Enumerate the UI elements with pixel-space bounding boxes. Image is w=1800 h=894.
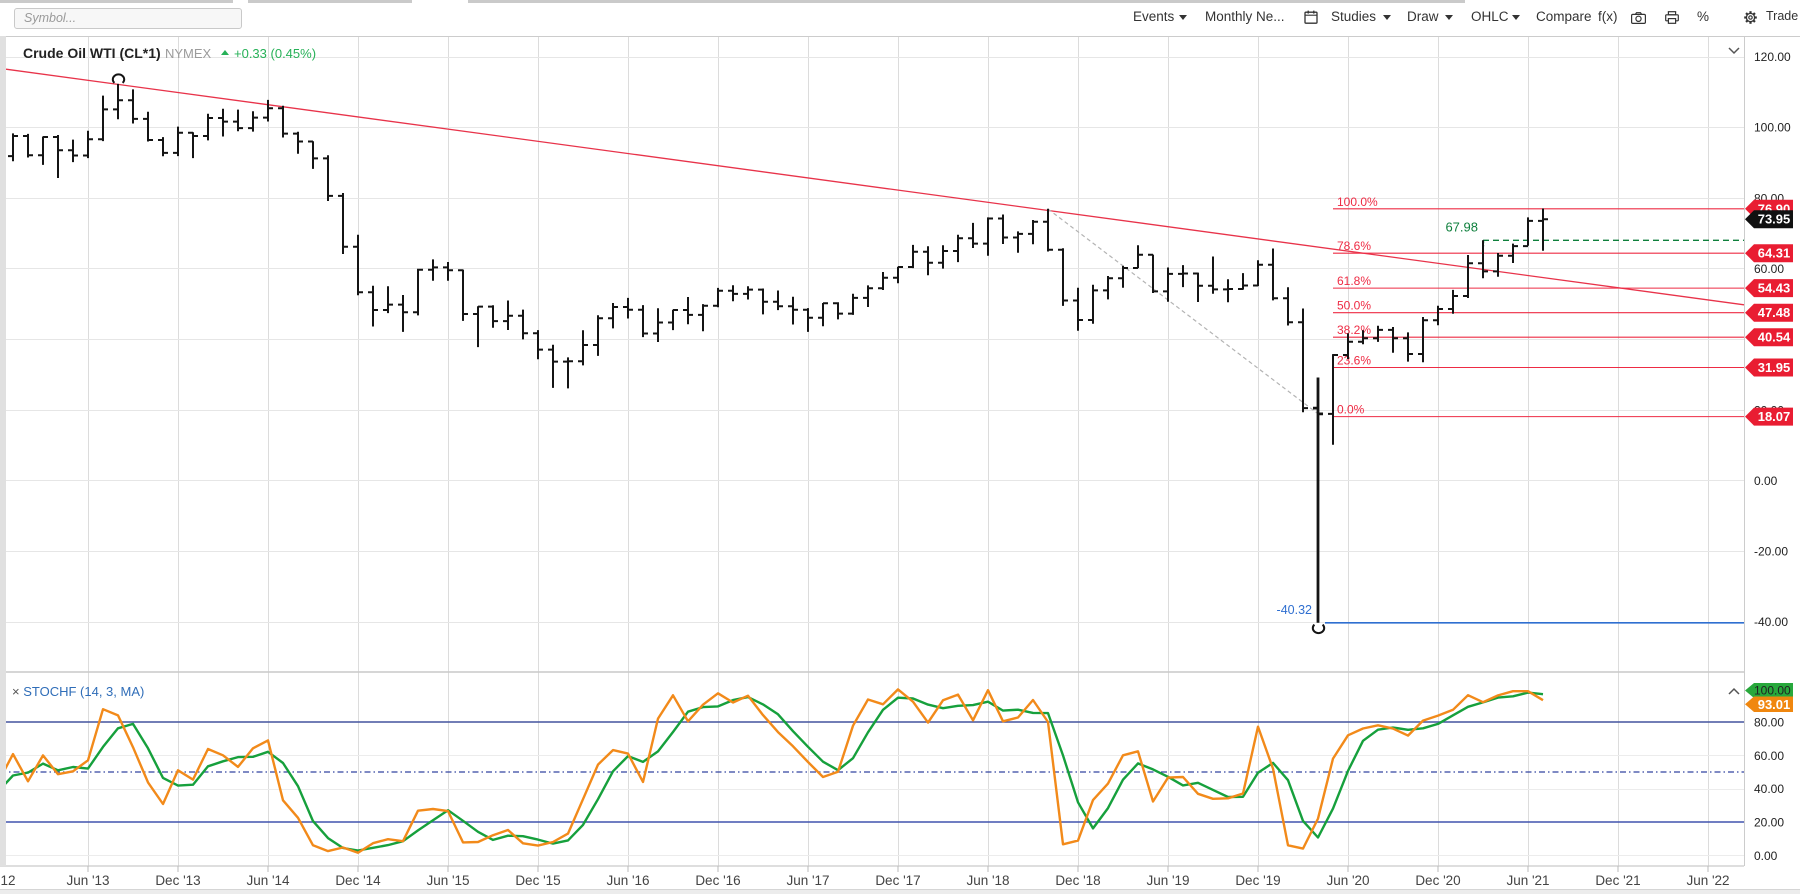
svg-text:61.8%: 61.8% [1337, 274, 1371, 288]
svg-text:-40.32: -40.32 [1277, 603, 1312, 617]
svg-text:-40.00: -40.00 [1754, 615, 1788, 629]
svg-text:100.00: 100.00 [1754, 121, 1791, 135]
svg-text:12: 12 [0, 873, 15, 888]
svg-text:Dec '15: Dec '15 [515, 873, 560, 888]
svg-text:Dec '17: Dec '17 [875, 873, 920, 888]
svg-text:20.00: 20.00 [1754, 816, 1784, 830]
svg-text:Jun '16: Jun '16 [606, 873, 649, 888]
svg-text:73.95: 73.95 [1758, 212, 1791, 227]
svg-text:Dec '21: Dec '21 [1595, 873, 1640, 888]
svg-text:80.00: 80.00 [1754, 716, 1784, 730]
svg-text:64.31: 64.31 [1758, 246, 1791, 261]
svg-text:31.95: 31.95 [1758, 360, 1791, 375]
svg-text:100.00: 100.00 [1754, 684, 1791, 698]
svg-text:Dec '19: Dec '19 [1235, 873, 1280, 888]
svg-text:Jun '18: Jun '18 [966, 873, 1009, 888]
svg-text:47.48: 47.48 [1758, 305, 1791, 320]
svg-text:67.98: 67.98 [1445, 219, 1478, 234]
svg-text:38.2%: 38.2% [1337, 323, 1371, 337]
svg-text:54.43: 54.43 [1758, 281, 1791, 296]
svg-text:40.54: 40.54 [1758, 330, 1791, 345]
svg-text:Jun '21: Jun '21 [1506, 873, 1549, 888]
svg-text:0.00: 0.00 [1754, 849, 1778, 863]
svg-text:Dec '13: Dec '13 [155, 873, 200, 888]
svg-text:Jun '15: Jun '15 [426, 873, 469, 888]
svg-text:40.00: 40.00 [1754, 782, 1784, 796]
svg-text:Jun '13: Jun '13 [66, 873, 109, 888]
svg-text:60.00: 60.00 [1754, 749, 1784, 763]
svg-text:Dec '16: Dec '16 [695, 873, 740, 888]
svg-text:Dec '18: Dec '18 [1055, 873, 1100, 888]
svg-text:Dec '20: Dec '20 [1415, 873, 1460, 888]
svg-text:-20.00: -20.00 [1754, 545, 1788, 559]
svg-text:Jun '17: Jun '17 [786, 873, 829, 888]
svg-text:Jun '19: Jun '19 [1146, 873, 1189, 888]
svg-text:60.00: 60.00 [1754, 262, 1784, 276]
svg-text:Jun '22: Jun '22 [1686, 873, 1729, 888]
svg-text:0.0%: 0.0% [1337, 403, 1365, 417]
svg-text:0.00: 0.00 [1754, 474, 1778, 488]
svg-text:Dec '14: Dec '14 [335, 873, 381, 888]
svg-text:23.6%: 23.6% [1337, 354, 1371, 368]
svg-text:120.00: 120.00 [1754, 50, 1791, 64]
svg-text:Jun '14: Jun '14 [246, 873, 290, 888]
svg-text:50.0%: 50.0% [1337, 299, 1371, 313]
svg-text:100.0%: 100.0% [1337, 195, 1378, 209]
svg-text:Jun '20: Jun '20 [1326, 873, 1369, 888]
svg-text:18.07: 18.07 [1758, 409, 1791, 424]
svg-text:78.6%: 78.6% [1337, 239, 1371, 253]
svg-text:93.01: 93.01 [1758, 697, 1791, 712]
